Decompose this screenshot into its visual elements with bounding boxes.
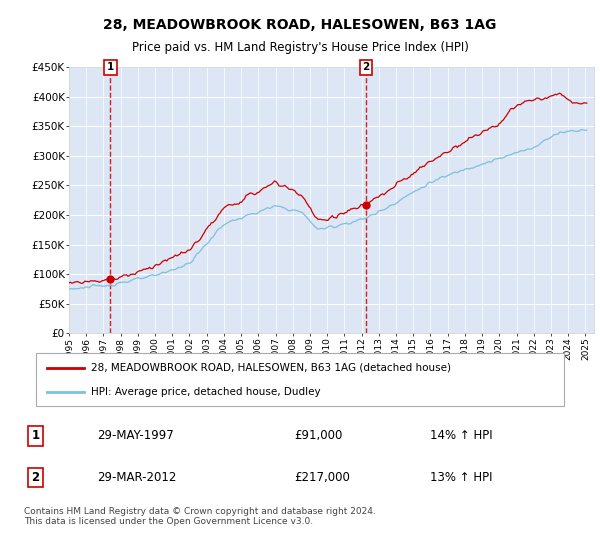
Text: 1: 1 xyxy=(107,62,114,72)
Text: 2: 2 xyxy=(362,62,370,72)
Text: £217,000: £217,000 xyxy=(295,471,350,484)
Text: 29-MAR-2012: 29-MAR-2012 xyxy=(97,471,176,484)
Text: 2: 2 xyxy=(31,471,40,484)
Text: 14% ↑ HPI: 14% ↑ HPI xyxy=(430,430,493,442)
Text: HPI: Average price, detached house, Dudley: HPI: Average price, detached house, Dudl… xyxy=(91,387,321,397)
Text: 28, MEADOWBROOK ROAD, HALESOWEN, B63 1AG: 28, MEADOWBROOK ROAD, HALESOWEN, B63 1AG xyxy=(103,18,497,32)
Text: 13% ↑ HPI: 13% ↑ HPI xyxy=(430,471,493,484)
FancyBboxPatch shape xyxy=(36,353,564,406)
Text: Contains HM Land Registry data © Crown copyright and database right 2024.
This d: Contains HM Land Registry data © Crown c… xyxy=(24,507,376,526)
Text: 28, MEADOWBROOK ROAD, HALESOWEN, B63 1AG (detached house): 28, MEADOWBROOK ROAD, HALESOWEN, B63 1AG… xyxy=(91,363,451,373)
Text: £91,000: £91,000 xyxy=(295,430,343,442)
Text: 29-MAY-1997: 29-MAY-1997 xyxy=(97,430,174,442)
Text: Price paid vs. HM Land Registry's House Price Index (HPI): Price paid vs. HM Land Registry's House … xyxy=(131,40,469,54)
Text: 1: 1 xyxy=(31,430,40,442)
